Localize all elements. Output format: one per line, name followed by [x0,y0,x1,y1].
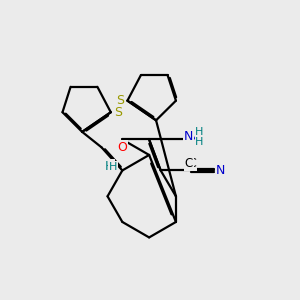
Text: S: S [116,94,124,107]
Text: N: N [190,133,200,146]
Text: H: H [105,160,114,173]
Text: H: H [109,161,117,172]
Text: S: S [114,106,122,119]
Text: N: N [216,164,225,177]
Text: H: H [195,127,204,137]
Text: C: C [187,158,196,170]
Text: C: C [185,158,193,170]
Text: O: O [117,141,127,154]
Text: N: N [184,130,193,143]
Text: H: H [195,137,204,147]
Text: N: N [217,164,226,177]
